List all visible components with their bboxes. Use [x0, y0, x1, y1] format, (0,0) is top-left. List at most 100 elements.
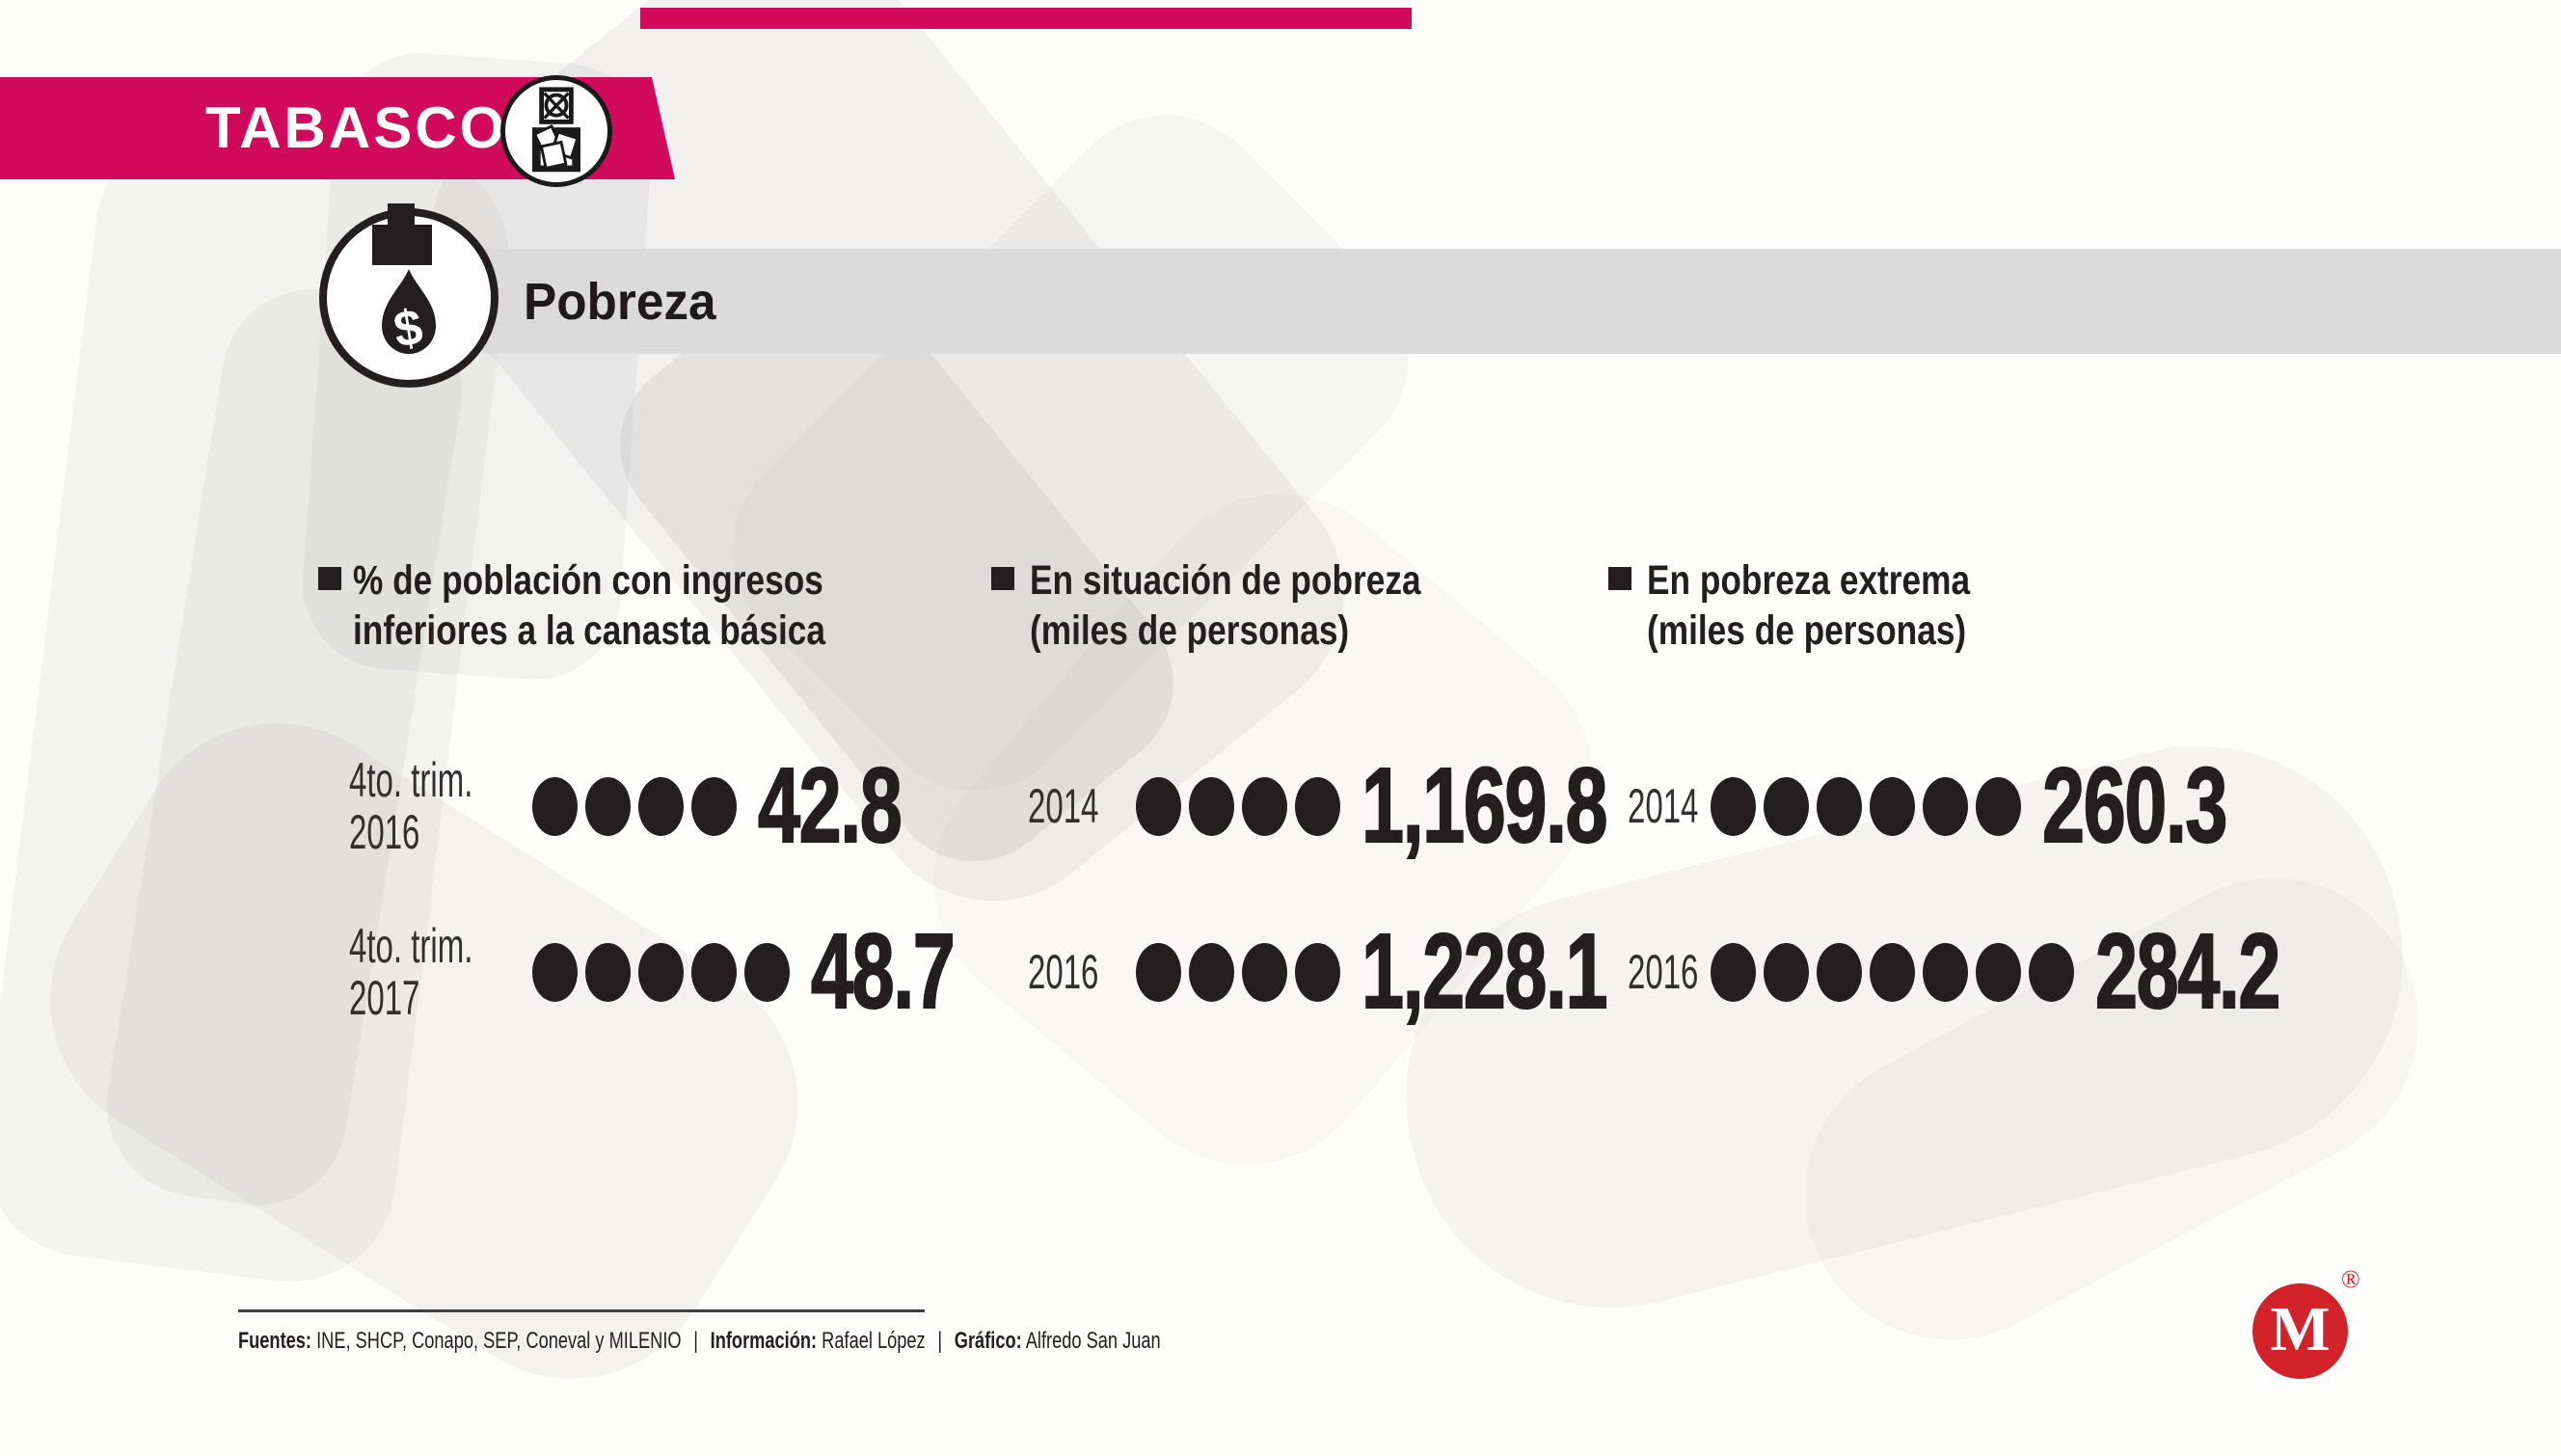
heading-line: (miles de personas)	[1030, 607, 1350, 654]
dot-icon	[532, 942, 578, 1002]
data-row: 4to. trim. 2017 48.7	[349, 908, 1010, 1036]
row-label: 4to. trim. 2017	[349, 920, 513, 1024]
ballot-box-glyph	[532, 87, 580, 173]
bullet-square-icon	[1608, 567, 1631, 590]
money-drop-icon: $	[319, 203, 499, 388]
dot-pictogram	[532, 776, 737, 836]
rows-ingresos: 4to. trim. 2016 42.8 4to. trim. 2017 48.7	[349, 742, 1010, 1074]
graphic-label: Gráfico:	[954, 1328, 1022, 1354]
dot-icon	[1976, 942, 2021, 1002]
dot-pictogram	[1136, 942, 1340, 1002]
sources-text: INE, SHCP, Conapo, SEP, Coneval y MILENI…	[316, 1328, 682, 1354]
dot-icon	[1817, 942, 1862, 1002]
column-heading-pobreza: En situación de pobreza (miles de person…	[991, 555, 1507, 656]
section-title: Pobreza	[524, 272, 716, 331]
row-value: 284.2	[2094, 912, 2351, 1031]
heading-line: En situación de pobreza	[1030, 557, 1421, 604]
data-row: 2016 1,228.1	[1028, 908, 1702, 1036]
dot-icon	[1976, 776, 2021, 836]
dot-icon	[585, 776, 631, 836]
dot-icon	[1817, 776, 1862, 836]
row-value: 260.3	[2041, 746, 2298, 865]
data-row: 2014 260.3	[1628, 742, 2351, 870]
row-label: 2014	[1628, 780, 1711, 832]
graphic-text: Alfredo San Juan	[1025, 1328, 1161, 1354]
dot-icon	[2029, 942, 2074, 1002]
dot-icon	[638, 942, 684, 1002]
heading-line: (miles de personas)	[1647, 607, 1967, 654]
footer-credits: Fuentes: INE, SHCP, Conapo, SEP, Coneval…	[238, 1327, 1452, 1356]
dot-icon	[691, 776, 737, 836]
heading-line: inferiores a la canasta básica	[353, 607, 826, 654]
row-value: 48.7	[810, 912, 1010, 1031]
dot-pictogram	[1711, 942, 2074, 1002]
bullet-square-icon	[991, 567, 1014, 590]
dot-icon	[1711, 942, 1756, 1002]
info-label: Información:	[710, 1328, 818, 1354]
row-label-line: 2014	[1628, 779, 1699, 833]
dot-icon	[744, 942, 790, 1002]
row-value-text: 284.2	[2094, 912, 2281, 1031]
dot-icon	[1870, 942, 1915, 1002]
row-label-line: 2016	[1628, 945, 1699, 999]
dot-icon	[638, 776, 684, 836]
column-heading-ingresos: % de población con ingresos inferiores a…	[318, 555, 930, 656]
row-label-line: 2016	[349, 805, 420, 859]
dot-icon	[1764, 776, 1809, 836]
dot-icon	[1242, 776, 1287, 836]
heading-line: % de población con ingresos	[353, 557, 823, 604]
milenio-m-letter: M	[2270, 1293, 2331, 1364]
registered-mark: ®	[2341, 1265, 2360, 1293]
dot-icon	[532, 776, 578, 836]
dot-icon	[1764, 942, 1809, 1002]
row-value: 1,228.1	[1361, 912, 1702, 1031]
sources-label: Fuentes:	[238, 1328, 312, 1354]
region-title: TABASCO	[205, 95, 508, 160]
dot-icon	[1923, 942, 1968, 1002]
dot-pictogram	[1136, 776, 1340, 836]
separator: |	[937, 1328, 943, 1354]
dot-icon	[1189, 942, 1234, 1002]
row-value-text: 48.7	[810, 912, 956, 1031]
row-label: 4to. trim. 2016	[349, 754, 513, 858]
row-label: 2016	[1628, 946, 1711, 998]
separator: |	[693, 1328, 698, 1354]
section-bar	[482, 249, 2561, 354]
data-row: 4to. trim. 2016 42.8	[349, 742, 1010, 870]
dot-icon	[691, 942, 737, 1002]
dot-pictogram	[1711, 776, 2021, 836]
row-label-line: 2016	[1028, 945, 1099, 999]
bullet-square-icon	[318, 567, 341, 590]
row-label-line: 4to. trim.	[349, 919, 473, 973]
row-value-text: 260.3	[2041, 746, 2228, 865]
dot-icon	[585, 942, 631, 1002]
dot-icon	[1242, 942, 1287, 1002]
data-row: 2016 284.2	[1628, 908, 2351, 1036]
row-label: 2014	[1028, 780, 1111, 832]
row-label-line: 2017	[349, 971, 420, 1025]
money-drop-glyph: $	[372, 203, 436, 359]
milenio-logo: M	[2252, 1283, 2348, 1379]
rows-pobreza: 2014 1,169.8 2016 1,228.1	[1028, 742, 1702, 1074]
row-label-line: 4to. trim.	[349, 753, 473, 807]
dot-pictogram	[532, 942, 790, 1002]
dot-icon	[1136, 776, 1181, 836]
dot-icon	[1136, 942, 1181, 1002]
row-value-text: 1,228.1	[1361, 912, 1608, 1031]
dot-icon	[1295, 942, 1340, 1002]
info-text: Rafael López	[822, 1328, 926, 1354]
row-label: 2016	[1028, 946, 1111, 998]
rows-pobreza-extrema: 2014 260.3 2016 284.2	[1628, 742, 2351, 1074]
row-label-line: 2014	[1028, 779, 1099, 833]
row-value-text: 1,169.8	[1361, 746, 1608, 865]
top-strip	[640, 8, 1412, 29]
heading-line: En pobreza extrema	[1647, 557, 1971, 604]
footer-divider	[238, 1309, 925, 1312]
dot-icon	[1711, 776, 1756, 836]
row-value-text: 42.8	[757, 746, 903, 865]
data-row: 2014 1,169.8	[1028, 742, 1702, 870]
column-heading-pobreza-extrema: En pobreza extrema (miles de personas)	[1608, 555, 2041, 656]
dot-icon	[1870, 776, 1915, 836]
ballot-box-icon	[500, 75, 612, 187]
